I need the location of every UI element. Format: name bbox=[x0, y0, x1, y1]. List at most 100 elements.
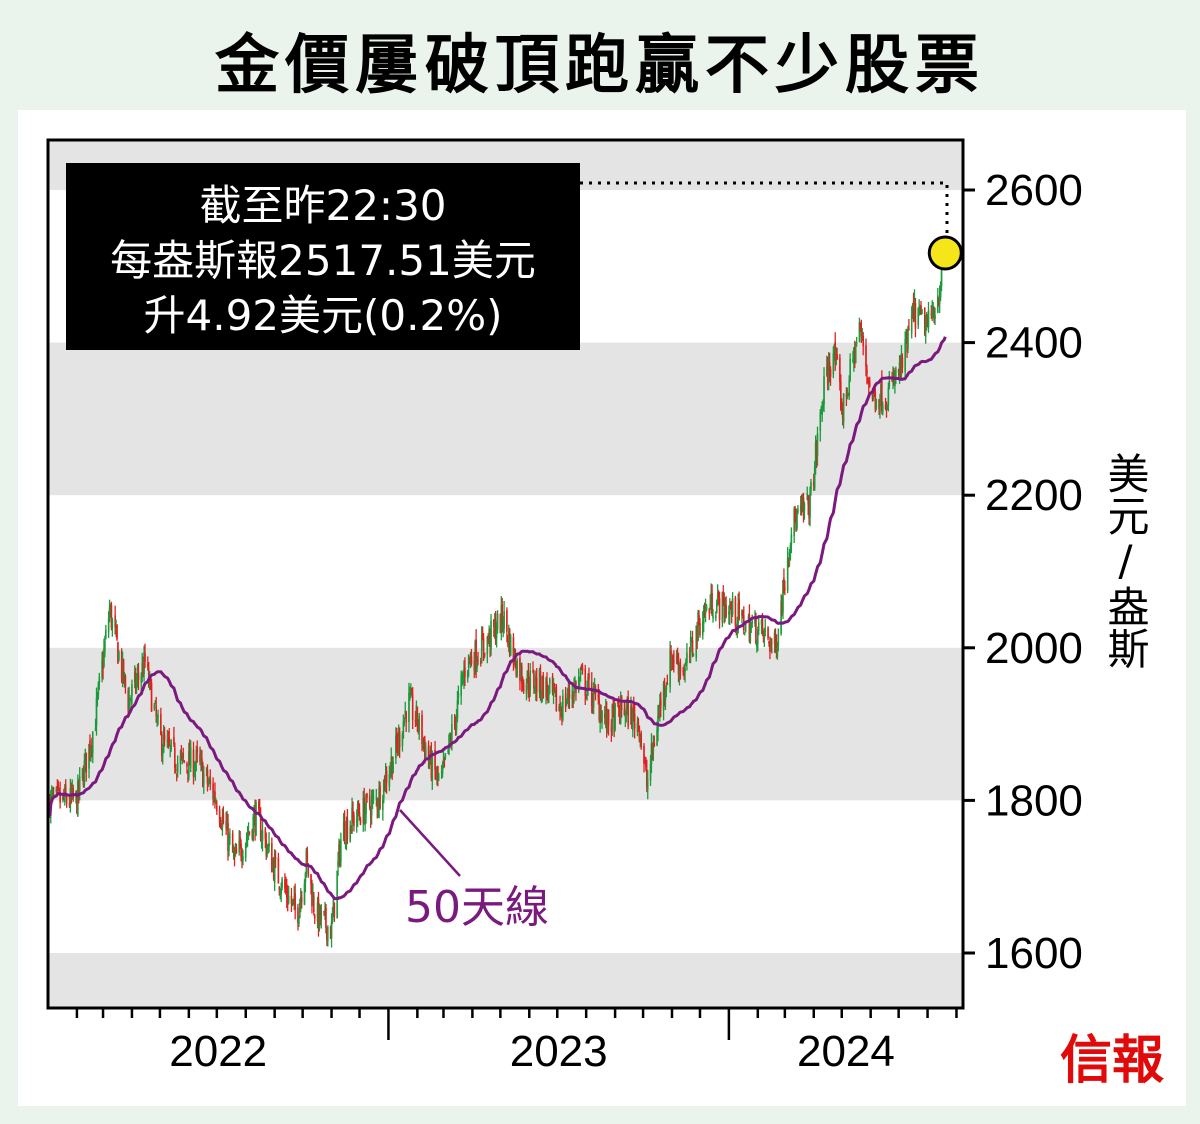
candle bbox=[562, 695, 564, 720]
candle bbox=[539, 671, 542, 696]
candle bbox=[812, 481, 815, 486]
candle bbox=[467, 654, 470, 668]
candle bbox=[845, 394, 848, 398]
candle bbox=[688, 655, 691, 657]
candle bbox=[691, 639, 694, 653]
candle bbox=[58, 789, 60, 791]
candle bbox=[717, 592, 720, 597]
candle bbox=[587, 677, 589, 688]
candle bbox=[767, 627, 769, 639]
candle bbox=[342, 822, 345, 841]
candle bbox=[235, 848, 238, 854]
candle bbox=[879, 401, 881, 413]
candle bbox=[157, 715, 159, 718]
y-tick-label: 1800 bbox=[985, 776, 1083, 825]
candle bbox=[561, 713, 563, 719]
candle bbox=[267, 845, 269, 852]
candle bbox=[807, 496, 809, 505]
candle bbox=[618, 709, 621, 723]
candle bbox=[854, 345, 857, 363]
candle bbox=[417, 727, 420, 729]
candle bbox=[880, 384, 882, 402]
candle bbox=[304, 873, 307, 882]
candle bbox=[310, 874, 312, 885]
candle bbox=[156, 717, 158, 720]
candle bbox=[636, 722, 639, 732]
candle bbox=[222, 813, 225, 824]
candle bbox=[166, 739, 169, 743]
candle bbox=[515, 666, 518, 676]
candle bbox=[592, 687, 595, 708]
candle bbox=[790, 534, 793, 545]
candle bbox=[473, 660, 476, 671]
candle bbox=[418, 715, 421, 732]
candle bbox=[78, 776, 81, 791]
candle bbox=[232, 851, 235, 853]
candle bbox=[815, 440, 818, 460]
candle bbox=[192, 749, 195, 777]
candle bbox=[734, 597, 737, 626]
annotation-line2: 每盎斯報2517.51美元 bbox=[110, 236, 536, 285]
candle bbox=[163, 735, 166, 740]
candle bbox=[404, 710, 407, 717]
candle bbox=[718, 598, 721, 620]
candle bbox=[686, 652, 688, 663]
candle bbox=[754, 618, 756, 624]
candle bbox=[819, 412, 822, 432]
candle bbox=[800, 503, 803, 509]
candle bbox=[182, 753, 185, 758]
candle bbox=[229, 836, 231, 838]
candle bbox=[840, 406, 843, 409]
candle bbox=[107, 618, 110, 633]
candle bbox=[669, 650, 671, 688]
candle bbox=[810, 482, 812, 491]
candle bbox=[118, 652, 120, 661]
candle bbox=[925, 320, 928, 325]
candle bbox=[600, 713, 602, 723]
candle bbox=[488, 629, 490, 643]
candle bbox=[167, 740, 170, 742]
candle bbox=[512, 637, 515, 664]
candle bbox=[567, 686, 570, 700]
candle bbox=[76, 792, 78, 814]
candle bbox=[278, 886, 281, 891]
candle bbox=[137, 673, 140, 680]
candle bbox=[448, 735, 450, 749]
candle bbox=[643, 746, 645, 764]
candle bbox=[313, 915, 316, 919]
candle bbox=[122, 659, 125, 682]
candle bbox=[885, 408, 888, 411]
candle bbox=[226, 821, 228, 831]
candle bbox=[312, 893, 314, 906]
candle bbox=[436, 770, 438, 777]
candle bbox=[246, 835, 249, 837]
candle bbox=[62, 793, 64, 800]
candle bbox=[662, 682, 665, 711]
candle bbox=[372, 796, 375, 798]
candle bbox=[173, 737, 175, 744]
candle bbox=[521, 683, 524, 686]
candle bbox=[520, 664, 522, 679]
candle bbox=[77, 780, 80, 794]
candle bbox=[153, 704, 156, 709]
candle bbox=[319, 906, 322, 921]
candle bbox=[359, 819, 362, 825]
candle bbox=[135, 680, 138, 688]
candle bbox=[924, 323, 927, 337]
candle bbox=[104, 640, 106, 652]
candle bbox=[604, 713, 606, 718]
candle bbox=[108, 607, 111, 619]
candle bbox=[55, 787, 58, 793]
candle bbox=[923, 308, 926, 336]
candle bbox=[305, 849, 308, 874]
candle bbox=[299, 902, 301, 919]
candle bbox=[327, 926, 329, 942]
candle bbox=[396, 735, 398, 745]
candle bbox=[186, 763, 188, 767]
candle bbox=[797, 508, 799, 513]
candle bbox=[207, 783, 210, 785]
candle bbox=[285, 885, 287, 891]
candle bbox=[919, 305, 921, 310]
candle bbox=[72, 788, 74, 798]
